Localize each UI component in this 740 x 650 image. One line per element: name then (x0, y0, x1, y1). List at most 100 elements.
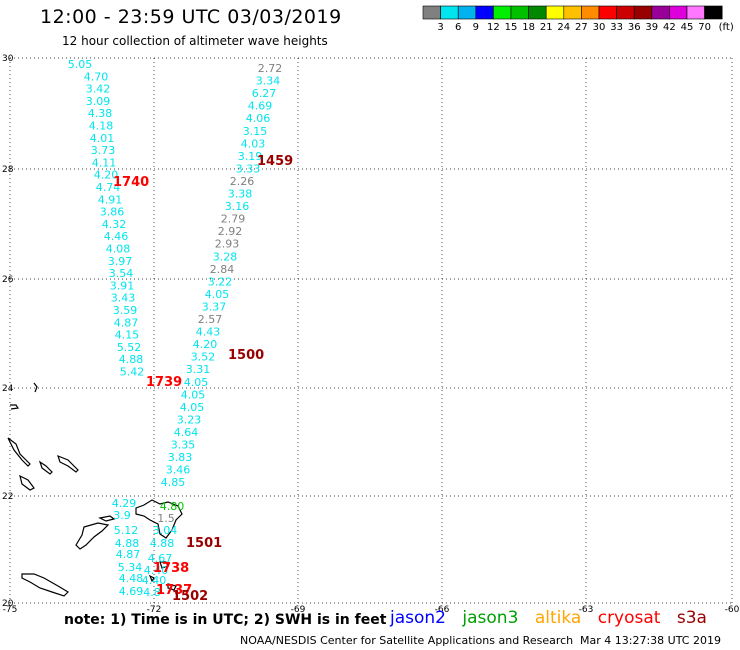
island-shape (167, 583, 177, 591)
wave-height-value: 3.22 (208, 275, 233, 288)
wave-height-value: 4.20 (193, 338, 218, 351)
pass-time-label: 1738 (153, 561, 189, 576)
generated-timestamp: Mar 4 13:27:38 UTC 2019 (580, 634, 721, 647)
wave-height-value: 4.20 (94, 169, 119, 182)
wave-height-value: 3.9 (113, 509, 131, 522)
wave-height-value: 3.31 (186, 363, 211, 376)
wave-height-value: 5.42 (120, 366, 145, 379)
legend-tick-label: 33 (610, 22, 623, 33)
wave-height-value: 4.38 (88, 107, 113, 120)
wave-height-value: 4.46 (104, 230, 129, 243)
wave-height-value: 2.84 (210, 263, 235, 276)
color-scale-legend: 3 6 9 12 15 18 21 24 27 30 33 36 39 42 45 70 (ft) (422, 5, 734, 33)
legend-tick-label: 30 (593, 22, 606, 33)
wave-height-value: 5.05 (68, 58, 93, 71)
wave-height-value: 3.83 (168, 451, 193, 464)
legend-tick-label: 3 (437, 22, 443, 33)
legend-tick-label: 42 (663, 22, 676, 33)
wave-height-value: 3.97 (108, 255, 133, 268)
wave-height-value: 4.69 (119, 585, 144, 598)
lon-tick-label: -75 (3, 605, 18, 615)
satellite-legend: jason2 jason3 altika cryosat s3a (390, 608, 718, 628)
lon-tick-label: -66 (435, 605, 450, 615)
satellite-jason2: jason2 (390, 608, 446, 628)
island-shape (148, 574, 155, 583)
wave-height-value: 4.15 (115, 329, 140, 342)
wave-height-value: 2.79 (221, 213, 246, 226)
wave-height-value: 4.43 (196, 326, 221, 339)
wave-height-value: 3.33 (236, 162, 261, 175)
wave-height-value: 4.03 (241, 137, 266, 150)
lat-lon-grid (9, 57, 733, 604)
wave-height-value: 3.86 (100, 206, 125, 219)
wave-height-value: 4.69 (248, 100, 273, 113)
wave-height-value: 4.05 (184, 376, 209, 389)
wave-height-value: 2.92 (218, 225, 243, 238)
wave-height-value: 3.28 (213, 250, 238, 263)
pass-time-label: 1500 (228, 348, 264, 363)
wave-height-value: 4.40 (142, 574, 167, 587)
wave-height-value: 3.15 (243, 125, 268, 138)
pass-time-label: 1502 (172, 589, 208, 604)
map-title: 12:00 - 23:59 UTC 03/03/2019 (40, 6, 342, 28)
legend-tick-label: 24 (557, 22, 570, 33)
coastline-islands (7, 382, 183, 597)
wave-height-value: 4.29 (112, 497, 137, 510)
island-shape (10, 404, 20, 410)
island-shape (38, 460, 53, 475)
wave-height-value: 3.04 (153, 524, 178, 537)
legend-unit-label: (ft) (719, 22, 734, 33)
wave-height-value: 4.8 (143, 586, 161, 599)
lat-tick-label: 26 (2, 275, 14, 285)
map-subtitle: 12 hour collection of altimeter wave hei… (62, 34, 328, 48)
pass-time-label: 1740 (113, 175, 149, 190)
wave-height-value: 4.70 (84, 70, 109, 83)
legend-tick-label: 45 (681, 22, 694, 33)
lon-tick-label: -60 (725, 605, 740, 615)
pass-time-label: 1737 (156, 583, 192, 598)
island-shape (21, 573, 69, 597)
wave-height-value: 3.16 (225, 200, 250, 213)
wave-height-value: 3.54 (109, 267, 134, 280)
wave-height-value: 4.11 (92, 156, 117, 169)
wave-height-value: 3.46 (166, 464, 191, 477)
wave-height-value: 3.34 (256, 75, 281, 88)
legend-tick-label: 21 (540, 22, 553, 33)
legend-tick-label: 15 (505, 22, 518, 33)
lat-tick-label: 20 (2, 599, 14, 609)
wave-height-value: 4.18 (89, 120, 114, 133)
legend-swatch (704, 5, 723, 20)
lon-tick-label: -72 (147, 605, 162, 615)
lat-tick-label: 24 (2, 384, 14, 394)
wave-height-value: 3.38 (228, 188, 253, 201)
legend-tick-label: 6 (455, 22, 461, 33)
legend-tick-label: 70 (698, 22, 711, 33)
wave-height-value: 3.37 (202, 300, 227, 313)
wave-height-value: 3.73 (91, 144, 116, 157)
satellite-altika: altika (534, 608, 582, 628)
legend-tick-label: 36 (628, 22, 641, 33)
wave-height-value: 1.5 (157, 512, 175, 525)
wave-height-value: 4.88 (115, 537, 140, 550)
island-shape (75, 522, 110, 550)
legend-tick-label: 39 (645, 22, 658, 33)
lat-tick-label: 22 (2, 492, 13, 502)
wave-height-value: 4.40 (144, 564, 169, 577)
wave-height-value: 3.59 (113, 304, 138, 317)
lat-tick-label: 30 (2, 54, 14, 64)
wave-height-value: 3.35 (171, 439, 196, 452)
wave-height-value: 4.48 (119, 572, 144, 585)
lon-tick-label: -63 (579, 605, 594, 615)
wave-height-value: 3.19 (238, 150, 263, 163)
satellite-jason3: jason3 (462, 608, 519, 628)
wave-height-value: 4.74 (96, 181, 121, 194)
wave-height-value: 4.01 (90, 132, 115, 145)
wave-height-value: 2.57 (198, 313, 223, 326)
wave-height-value: 4.67 (148, 552, 173, 565)
wave-height-value: 4.05 (205, 288, 230, 301)
wave-height-value: 3.23 (177, 413, 202, 426)
wave-height-value: 5.34 (118, 561, 143, 574)
wave-height-value: 5.52 (117, 341, 142, 354)
